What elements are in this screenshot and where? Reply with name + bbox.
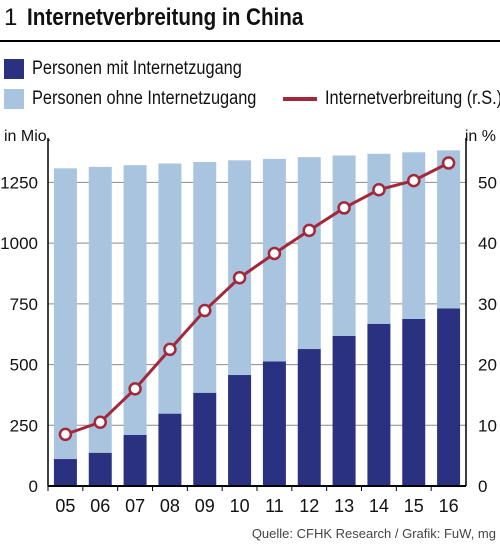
bar-with-access [53, 459, 77, 486]
bar-with-access [228, 375, 252, 486]
penetration-point [163, 342, 177, 357]
x-tick-label: 12 [299, 496, 319, 516]
left-tick-label: 1000 [0, 234, 38, 253]
bar-without-access [123, 165, 147, 435]
penetration-point [198, 303, 212, 318]
x-tick-label: 09 [195, 496, 215, 516]
x-tick-label: 14 [369, 496, 389, 516]
penetration-point [407, 173, 421, 188]
x-tick-label: 07 [125, 496, 145, 516]
bar-with-access [158, 413, 182, 486]
title-text: Internetverbreitung in China [27, 4, 304, 31]
legend-label-penetration: Internetverbreitung (r.S.) [325, 88, 500, 109]
penetration-point [372, 182, 386, 197]
right-tick-label: 50 [478, 173, 497, 192]
bar-without-access [53, 168, 77, 460]
bar-without-access [193, 162, 217, 393]
x-tick-label: 16 [439, 496, 459, 516]
penetration-point [58, 427, 73, 442]
right-tick-label: 10 [478, 416, 497, 435]
bar-with-access [88, 452, 112, 486]
bar-with-access [123, 435, 147, 486]
title-rule [0, 40, 500, 42]
left-tick-label: 0 [29, 477, 38, 496]
bar-with-access [437, 308, 461, 486]
left-axis-unit: in Mio. [4, 128, 52, 145]
bar-without-access [332, 155, 356, 336]
penetration-point [441, 156, 456, 170]
bar-without-access [367, 153, 391, 324]
chart-title: 1 Internetverbreitung in China [4, 4, 349, 36]
x-tick-label: 10 [230, 496, 250, 516]
x-tick-label: 11 [265, 496, 284, 516]
bar-with-access [297, 349, 321, 486]
right-axis-unit: in % [464, 128, 496, 145]
bar-with-access [367, 323, 391, 486]
right-tick-label: 40 [478, 234, 497, 253]
bar-without-access [158, 163, 182, 414]
legend-line-penetration [283, 94, 317, 104]
penetration-point [337, 201, 351, 215]
x-tick-label: 06 [90, 496, 110, 516]
penetration-point [302, 223, 316, 238]
left-tick-label: 750 [10, 295, 38, 314]
left-tick-label: 500 [10, 356, 38, 375]
legend-label-with-access: Personen mit Internetzugang [32, 58, 242, 79]
legend-item-with-access: Personen mit Internetzugang [4, 58, 276, 80]
legend-item-without-access: Personen ohne Internetzugang [4, 88, 293, 110]
bar-with-access [332, 335, 356, 486]
bar-with-access [262, 361, 286, 486]
bar-with-access [193, 392, 217, 486]
x-tick-label: 13 [334, 496, 354, 516]
penetration-point [232, 271, 247, 285]
x-tick-label: 08 [160, 496, 180, 516]
bar-without-access [88, 166, 112, 453]
penetration-point [267, 246, 282, 261]
left-tick-label: 250 [10, 416, 38, 435]
legend-label-without-access: Personen ohne Internetzugang [32, 88, 257, 109]
left-tick-label: 1250 [0, 173, 38, 192]
penetration-point [128, 382, 142, 396]
bar-without-access [228, 160, 252, 376]
bar-without-access [437, 150, 461, 309]
x-tick-label: 15 [404, 496, 424, 516]
penetration-point [93, 415, 107, 429]
right-tick-label: 30 [478, 295, 497, 314]
legend-swatch-without-access [4, 89, 24, 109]
bar-without-access [297, 157, 321, 350]
title-number: 1 [4, 4, 18, 31]
legend-item-penetration: Internetverbreitung (r.S.) [283, 88, 500, 110]
source-note: Quelle: CFHK Research / Grafik: FuW, mg [251, 526, 496, 541]
legend-swatch-with-access [4, 59, 24, 79]
penetration-line [64, 161, 450, 436]
bar-with-access [402, 318, 426, 486]
bar-without-access [402, 152, 426, 319]
x-tick-label: 05 [55, 496, 75, 516]
right-tick-label: 0 [478, 477, 487, 496]
right-tick-label: 20 [478, 356, 497, 375]
